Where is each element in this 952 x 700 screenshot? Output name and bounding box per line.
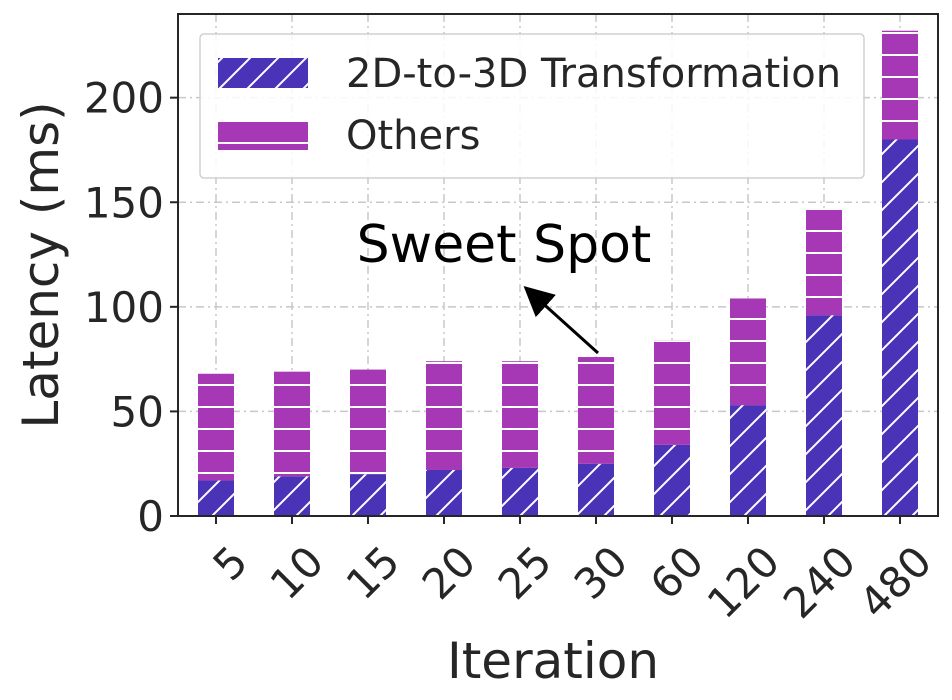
bar-hatch-others-240: [806, 208, 842, 316]
bar-hatch-transformation-15: [350, 474, 386, 516]
y-tick-label-100: 100: [84, 283, 164, 332]
bar-hatch-transformation-30: [578, 463, 614, 516]
x-tick-label-20: 20: [413, 536, 485, 608]
y-tick-label-0: 0: [137, 492, 164, 541]
bar-hatch-transformation-60: [654, 444, 690, 516]
sweet-spot-annotation: Sweet Spot: [357, 215, 652, 275]
bar-hatch-others-10: [274, 371, 310, 477]
bar-hatch-others-480: [882, 30, 918, 140]
legend-label-others: Others: [346, 113, 480, 159]
legend-label-transformation: 2D-to-3D Transformation: [346, 51, 841, 97]
y-tick-label-50: 50: [111, 387, 164, 436]
bar-hatch-others-25: [502, 361, 538, 468]
bar-hatch-transformation-10: [274, 476, 310, 516]
bar-hatch-others-20: [426, 361, 462, 470]
y-axis-title: Latency (ms): [12, 101, 70, 428]
y-axis-ticks: 0 50 100 150 200: [84, 74, 178, 541]
x-tick-label-25: 25: [489, 536, 561, 608]
bar-hatch-transformation-240: [806, 315, 842, 516]
x-tick-label-240: 240: [774, 536, 865, 627]
x-tick-label-10: 10: [261, 536, 333, 608]
x-tick-label-120: 120: [698, 536, 789, 627]
bar-hatch-transformation-120: [730, 405, 766, 516]
x-tick-label-5: 5: [204, 536, 258, 590]
x-tick-label-480: 480: [850, 536, 941, 627]
bar-hatch-transformation-5: [198, 480, 234, 516]
x-axis-title: Iteration: [447, 632, 659, 690]
bar-hatch-transformation-480: [882, 139, 918, 516]
y-tick-label-200: 200: [84, 74, 164, 123]
legend-box: [199, 33, 865, 179]
legend-swatch-transformation-hatch: [218, 58, 308, 88]
x-tick-label-30: 30: [565, 536, 637, 608]
bar-hatch-others-60: [654, 340, 690, 445]
bar-hatch-transformation-20: [426, 469, 462, 516]
bars: [198, 30, 918, 516]
sweet-spot-arrow: [523, 285, 600, 355]
y-tick-label-150: 150: [84, 178, 164, 227]
bar-hatch-others-30: [578, 357, 614, 464]
legend: 2D-to-3D Transformation Others: [199, 33, 865, 179]
x-tick-label-15: 15: [337, 536, 409, 608]
bar-hatch-others-15: [350, 369, 386, 475]
bar-hatch-others-120: [730, 298, 766, 406]
legend-swatch-others-hatch: [218, 120, 308, 150]
plot-frame: [177, 13, 939, 517]
bar-hatch-others-5: [198, 373, 234, 481]
bar-hatch-transformation-25: [502, 467, 538, 516]
